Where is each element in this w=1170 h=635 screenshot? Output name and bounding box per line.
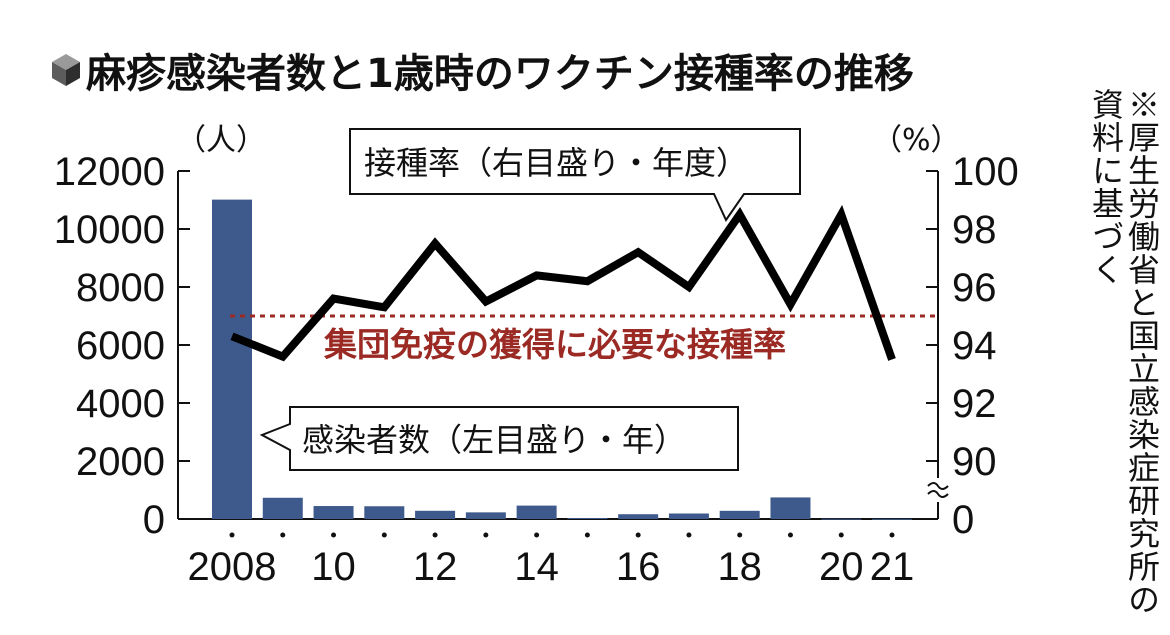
left-tick-label: 0 xyxy=(143,498,165,542)
left-tick-label: 10000 xyxy=(54,208,165,252)
right-axis-ticks: 90 92 94 96 98 100 0 xyxy=(926,150,1019,542)
infections-callout: 感染者数（左目盛り・年） xyxy=(259,406,739,471)
threshold-label: 集団免疫の獲得に必要な接種率 xyxy=(323,325,786,364)
x-tick-dot xyxy=(686,532,692,538)
x-tick-dot xyxy=(331,532,337,538)
left-axis-ticks: 0 2000 4000 6000 8000 10000 12000 xyxy=(54,150,190,542)
right-tick-label: 92 xyxy=(952,382,997,426)
x-tick-label: 14 xyxy=(514,545,559,589)
x-tick-dot xyxy=(483,532,489,538)
x-tick-dot xyxy=(432,532,438,538)
threshold-label-bg xyxy=(318,318,866,366)
x-tick-label: 10 xyxy=(311,545,356,589)
left-tick-label: 8000 xyxy=(76,266,165,310)
bar-2020 xyxy=(821,518,862,520)
left-axis-unit: （人） xyxy=(176,123,266,158)
x-tick-label: 12 xyxy=(413,545,458,589)
x-axis-ticks: 2008 10 12 14 16 18 20 21 xyxy=(188,532,915,589)
left-tick-label: 12000 xyxy=(54,150,165,194)
right-tick-label: 100 xyxy=(952,150,1019,194)
bar-2018 xyxy=(719,510,760,519)
right-tick-label: 96 xyxy=(952,266,997,310)
x-tick-dot xyxy=(737,532,743,538)
x-tick-dot xyxy=(534,532,540,538)
x-tick-dot xyxy=(889,532,895,538)
vaccination-rate-line xyxy=(230,204,896,362)
right-tick-label: 94 xyxy=(952,324,997,368)
left-tick-label: 6000 xyxy=(76,324,165,368)
bar-2015 xyxy=(567,517,608,519)
x-tick-dot xyxy=(280,532,286,538)
bar-2017 xyxy=(668,513,709,519)
x-tick-dot xyxy=(229,532,235,538)
left-tick-label: 2000 xyxy=(76,440,165,484)
x-tick-label: 2008 xyxy=(188,545,277,589)
x-tick-dot xyxy=(787,532,793,538)
bar-2012 xyxy=(415,510,456,519)
bar-2014 xyxy=(516,505,557,519)
bar-2009 xyxy=(262,497,303,519)
left-tick-label: 4000 xyxy=(76,382,165,426)
bar-series xyxy=(212,199,913,520)
bar-2011 xyxy=(364,506,405,519)
bar-2013 xyxy=(465,512,506,519)
right-tick-label: 98 xyxy=(952,208,997,252)
right-tick-label: 90 xyxy=(952,440,997,484)
x-tick-dot xyxy=(838,532,844,538)
rate-callout: 接種率（右目盛り・年度） xyxy=(349,128,801,223)
line-series xyxy=(230,204,896,362)
x-tick-dot xyxy=(381,532,387,538)
right-axis-break-mark xyxy=(927,482,949,498)
title-icon xyxy=(52,54,80,86)
source-note: ※厚生労働省と国立感染症研究所の資料に基づく xyxy=(1087,88,1161,616)
x-tick-label: 21 xyxy=(870,545,915,589)
x-tick-label: 20 xyxy=(819,545,864,589)
bar-2016 xyxy=(618,514,659,519)
x-tick-label: 18 xyxy=(717,545,762,589)
rate-callout-label: 接種率（右目盛り・年度） xyxy=(364,144,748,182)
infections-callout-label: 感染者数（左目盛り・年） xyxy=(302,421,686,459)
bar-2021 xyxy=(872,518,913,520)
x-tick-dot xyxy=(584,532,590,538)
x-tick-dot xyxy=(635,532,641,538)
right-tick-label: 0 xyxy=(952,498,974,542)
right-axis-unit: （%） xyxy=(872,123,961,158)
bar-2008 xyxy=(212,199,252,520)
bar-2019 xyxy=(770,497,811,519)
chart-title: 麻疹感染者数と1歳時のワクチン接種率の推移 xyxy=(86,51,914,97)
bar-2010 xyxy=(313,506,354,519)
x-tick-label: 16 xyxy=(616,545,661,589)
